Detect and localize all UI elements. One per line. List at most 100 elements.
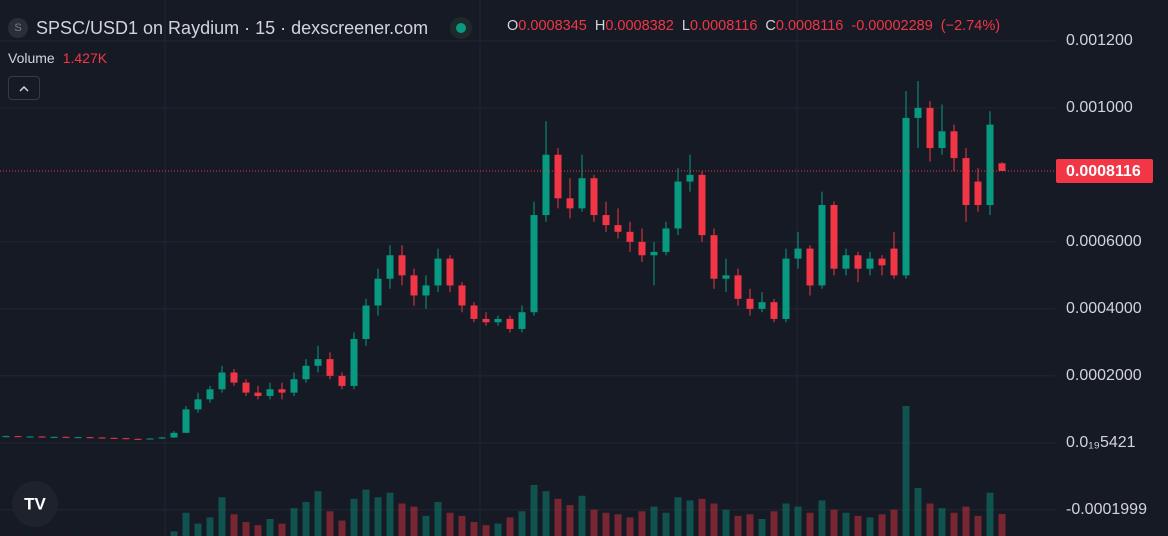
volume-bar <box>518 511 526 536</box>
volume-label: Volume <box>8 50 55 66</box>
candle-body <box>938 131 946 149</box>
y-tick-label: 0.001000 <box>1066 99 1133 116</box>
status-indicator[interactable] <box>450 17 473 39</box>
candle-body <box>206 389 214 400</box>
volume-bar <box>398 503 406 536</box>
volume-bar <box>842 512 850 536</box>
candle-body <box>986 124 994 206</box>
volume-bar <box>878 514 886 536</box>
candle-body <box>254 392 262 396</box>
candle-body <box>218 372 226 390</box>
candle-body <box>530 215 538 313</box>
candle-body <box>38 436 46 438</box>
candle-body <box>998 163 1006 171</box>
candle-body <box>374 278 382 306</box>
volume-bar <box>326 511 334 536</box>
candle-body <box>686 174 694 182</box>
volume-bar <box>854 515 862 536</box>
candle-body <box>902 117 910 276</box>
volume-bar <box>302 501 310 536</box>
candle-body <box>638 241 646 256</box>
candle-body <box>518 312 526 329</box>
volume-bar <box>434 501 442 536</box>
candle-body <box>194 399 202 410</box>
volume-bar <box>866 517 874 536</box>
volume-bar <box>446 512 454 536</box>
candle-body <box>62 436 70 438</box>
y-tick-label: 0.0002000 <box>1066 367 1142 384</box>
candle-body <box>146 438 154 440</box>
candle-body <box>470 305 478 319</box>
y-tick-label: 0.001200 <box>1066 32 1133 49</box>
volume-bar <box>470 522 478 536</box>
candle-body <box>614 225 622 232</box>
candle-body <box>362 305 370 340</box>
candle-body <box>74 437 82 439</box>
ohlc-label: L <box>681 18 690 34</box>
volume-bar <box>206 517 214 536</box>
y-tick-label: 0.0004000 <box>1066 300 1142 317</box>
volume-bar <box>926 503 934 536</box>
volume-bar <box>266 518 274 536</box>
change-percent: (−2.74%) <box>940 18 1001 34</box>
candle-body <box>134 438 142 440</box>
candle-body <box>854 255 862 269</box>
candle-body <box>482 318 490 323</box>
volume-bar <box>254 525 262 536</box>
volume-bar <box>614 514 622 536</box>
candle-body <box>650 251 658 256</box>
volume-bar <box>710 503 718 536</box>
volume-bar <box>362 489 370 536</box>
candle-body <box>50 436 58 438</box>
header: S SPSC/USD1 on Raydium · 15 · dexscreene… <box>8 16 473 40</box>
volume-bar <box>698 498 706 536</box>
candle-body <box>566 198 574 209</box>
volume-value: 1.427K <box>62 50 108 66</box>
candle-body <box>794 248 802 259</box>
volume-bar <box>170 531 178 536</box>
candle-body <box>434 258 442 286</box>
volume-bar <box>422 515 430 536</box>
collapse-icon <box>19 85 29 92</box>
candle-body <box>302 365 310 380</box>
candle-body <box>770 302 778 319</box>
y-tick-label: -0.0001999 <box>1066 501 1147 518</box>
volume-bars <box>2 406 1006 536</box>
candle-body <box>122 438 130 440</box>
candle-body <box>830 205 838 269</box>
logo[interactable] <box>12 481 58 527</box>
y-tick-label: 0.0006000 <box>1066 233 1142 250</box>
candle-body <box>542 154 550 216</box>
candle-body <box>746 298 754 309</box>
candle-body <box>926 107 934 149</box>
candle-body <box>950 131 958 159</box>
collapse-button[interactable] <box>8 76 40 100</box>
ohlc-label: H <box>594 18 606 34</box>
volume-bar <box>914 488 922 536</box>
candle-body <box>602 215 610 226</box>
volume-bar <box>230 514 238 536</box>
candle-body <box>554 154 562 199</box>
volume-bar <box>974 515 982 536</box>
candle-body <box>410 275 418 296</box>
ohlc-label: O <box>507 18 519 34</box>
volume-bar <box>986 492 994 536</box>
volume-bar <box>938 508 946 536</box>
candle-body <box>230 372 238 383</box>
last-price-tag <box>1056 158 1153 183</box>
volume-bar <box>590 509 598 536</box>
volume-bar <box>374 497 382 536</box>
candle-body <box>758 302 766 309</box>
volume-bar <box>902 406 910 536</box>
volume-legend: Volume 1.427K <box>8 50 107 66</box>
candle-body <box>734 275 742 299</box>
volume-bar <box>674 497 682 536</box>
volume-bar <box>194 523 202 536</box>
candle-body <box>350 339 358 386</box>
candle-body <box>818 205 826 286</box>
volume-bar <box>290 508 298 536</box>
candle-body <box>674 181 682 229</box>
volume-bar <box>818 500 826 536</box>
candles <box>0 81 1055 440</box>
candle-body <box>386 255 394 279</box>
